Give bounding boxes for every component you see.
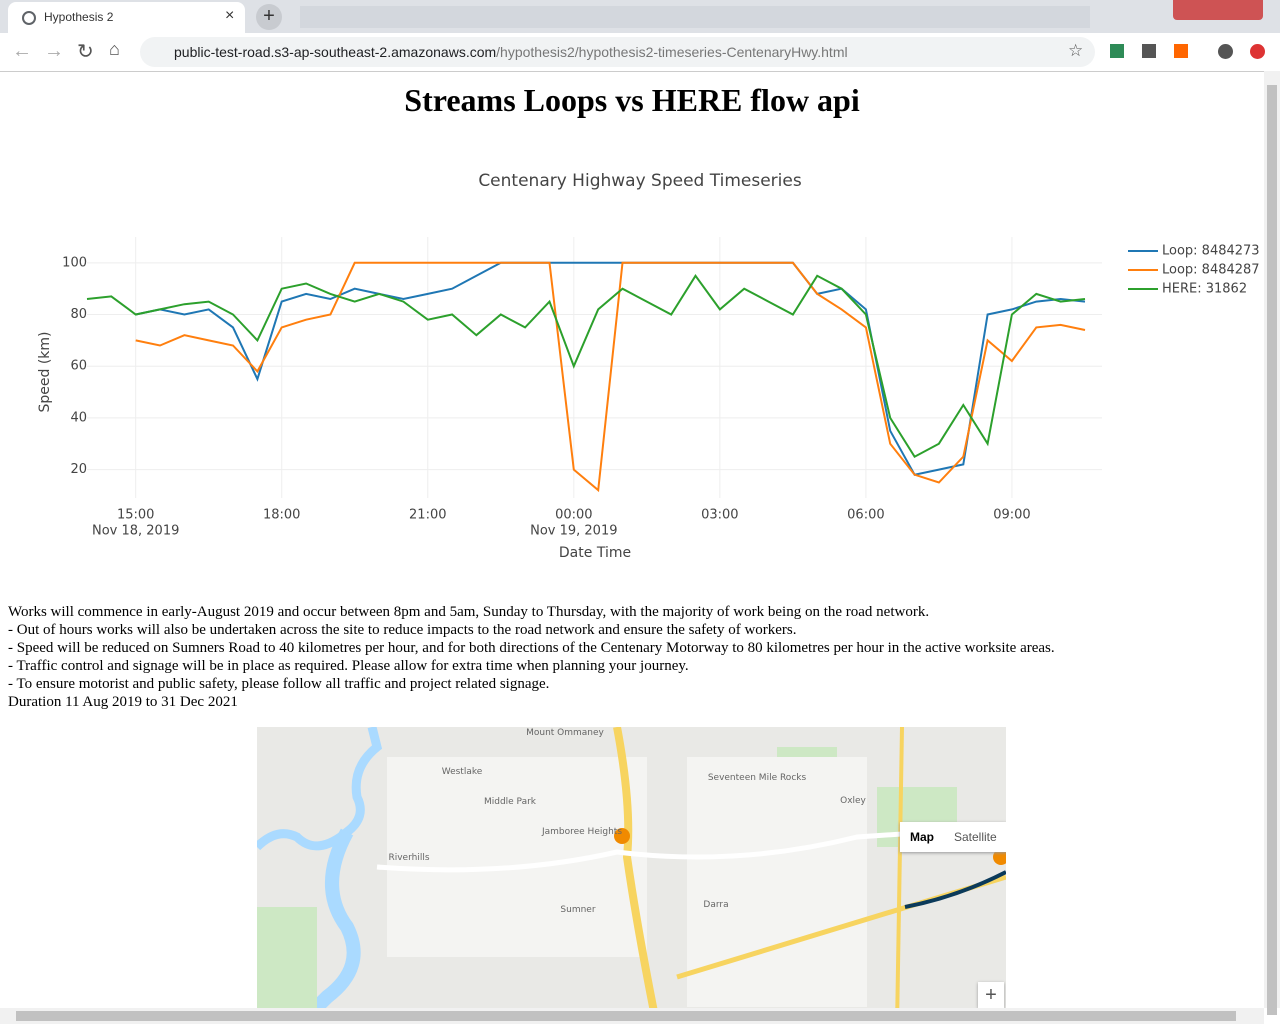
map-place-label: Mount Ommaney [526,728,604,738]
series-line [86,274,1086,459]
tab-close[interactable]: × [225,7,235,24]
map-place-label: Oxley [840,796,866,806]
text-line: Works will commence in early-August 2019… [8,604,930,620]
favicon [22,11,36,25]
text-line: - Out of hours works will also be undert… [8,622,797,638]
x-tick-date: Nov 19, 2019 [530,524,617,539]
x-tick-label: 00:00 [555,508,592,523]
description: Works will commence in early-August 2019… [8,603,1055,711]
y-tick-label: 100 [62,255,87,270]
window-controls[interactable] [1173,0,1263,20]
bookmark-star[interactable]: ☆ [1068,41,1084,60]
omnibox[interactable]: public-test-road.s3-ap-southeast-2.amazo… [140,37,1095,67]
x-tick-date: Nov 18, 2019 [92,524,179,539]
map-type-button[interactable]: Satellite [954,830,997,844]
map-place-label: Seventeen Mile Rocks [708,773,807,783]
home-button[interactable]: ⌂ [109,39,120,59]
page-heading: Streams Loops vs HERE flow api [404,82,860,118]
back-button[interactable]: ← [12,40,32,62]
url: public-test-road.s3-ap-southeast-2.amazo… [174,44,848,60]
menu-icon[interactable] [1250,44,1265,59]
toolbar: ← → ↻ ⌂ public-test-road.s3-ap-southeast… [0,33,1280,72]
x-tick-label: 21:00 [409,508,446,523]
y-tick-label: 60 [70,359,87,374]
text-line: - To ensure motorist and public safety, … [8,676,550,692]
reload-button[interactable]: ↻ [77,41,94,63]
text-line: Duration 11 Aug 2019 to 31 Dec 2021 [8,694,238,710]
text-line: - Traffic control and signage will be in… [8,658,689,674]
extension-icon[interactable] [1142,44,1156,58]
x-tick-label: 09:00 [993,508,1030,523]
map-place-label: Darra [703,900,728,910]
text-line: - Speed will be reduced on Sumners Road … [8,640,1055,656]
url-host: public-test-road.s3-ap-southeast-2.amazo… [174,44,497,60]
y-axis-title: Speed (km) [37,331,53,412]
y-tick-label: 40 [70,410,87,425]
map-canvas: Mount Ommaney Westlake Middle Park Jamboree… [257,727,1006,1008]
zoom-in[interactable]: + [978,982,1004,1008]
y-tick-label: 80 [70,307,87,322]
chart-title: Centenary Highway Speed Timeseries [478,171,802,191]
legend-label[interactable]: Loop: 8484273 [1162,244,1260,259]
chart: Centenary Highway Speed Timeseries Date … [37,171,1260,561]
x-tick-label: 06:00 [847,508,884,523]
tab[interactable]: Hypothesis 2 × [8,2,245,33]
map-place-label: Middle Park [484,797,537,807]
x-axis-title: Date Time [559,545,631,561]
tab-strip: Hypothesis 2 × + [0,0,1280,33]
forward-button[interactable]: → [44,40,64,62]
new-tab[interactable]: + [256,4,282,30]
y-tick-label: 20 [70,462,87,477]
map-place-label: Riverhills [388,853,429,863]
series-line [135,261,1086,476]
x-tick-label: 15:00 [117,508,154,523]
legend-label[interactable]: Loop: 8484287 [1162,263,1260,278]
horizontal-scrollbar[interactable] [0,1008,1264,1024]
profile-icon[interactable] [1218,44,1233,59]
extension-icon[interactable] [1174,44,1188,58]
vertical-scrollbar[interactable] [1264,71,1280,1015]
map[interactable]: Mount Ommaney Westlake Middle Park Jamboree… [257,727,1006,1008]
map-type-control: Map Satellite [900,822,1006,852]
map-place-label: Westlake [442,767,483,777]
url-path: /hypothesis2/hypothesis2-timeseries-Cent… [496,44,848,60]
x-tick-label: 03:00 [701,508,738,523]
tab-title: Hypothesis 2 [44,10,114,24]
series-line [135,261,1086,493]
map-place-label: Jamboree Heights [541,827,622,837]
background-tabs [300,6,1090,28]
map-type-button[interactable]: Map [910,830,934,844]
x-tick-label: 18:00 [263,508,300,523]
legend-label[interactable]: HERE: 31862 [1162,282,1247,297]
map-place-label: Sumner [560,905,595,915]
extension-icon[interactable] [1110,44,1124,58]
